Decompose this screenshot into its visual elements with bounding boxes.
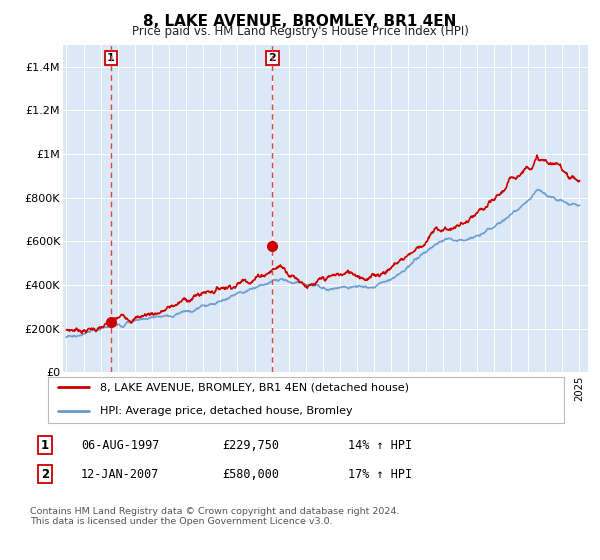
Text: 2: 2 [41, 468, 49, 481]
Text: Price paid vs. HM Land Registry's House Price Index (HPI): Price paid vs. HM Land Registry's House … [131, 25, 469, 38]
Text: 8, LAKE AVENUE, BROMLEY, BR1 4EN (detached house): 8, LAKE AVENUE, BROMLEY, BR1 4EN (detach… [100, 382, 409, 393]
Text: 8, LAKE AVENUE, BROMLEY, BR1 4EN: 8, LAKE AVENUE, BROMLEY, BR1 4EN [143, 14, 457, 29]
Text: 1: 1 [107, 53, 115, 63]
Text: 14% ↑ HPI: 14% ↑ HPI [348, 438, 412, 452]
Text: £580,000: £580,000 [222, 468, 279, 481]
Text: 06-AUG-1997: 06-AUG-1997 [81, 438, 160, 452]
Text: 1: 1 [41, 438, 49, 452]
Text: £229,750: £229,750 [222, 438, 279, 452]
Text: 12-JAN-2007: 12-JAN-2007 [81, 468, 160, 481]
Text: 2: 2 [268, 53, 276, 63]
Text: 17% ↑ HPI: 17% ↑ HPI [348, 468, 412, 481]
Text: HPI: Average price, detached house, Bromley: HPI: Average price, detached house, Brom… [100, 407, 352, 416]
Text: Contains HM Land Registry data © Crown copyright and database right 2024.
This d: Contains HM Land Registry data © Crown c… [30, 507, 400, 526]
